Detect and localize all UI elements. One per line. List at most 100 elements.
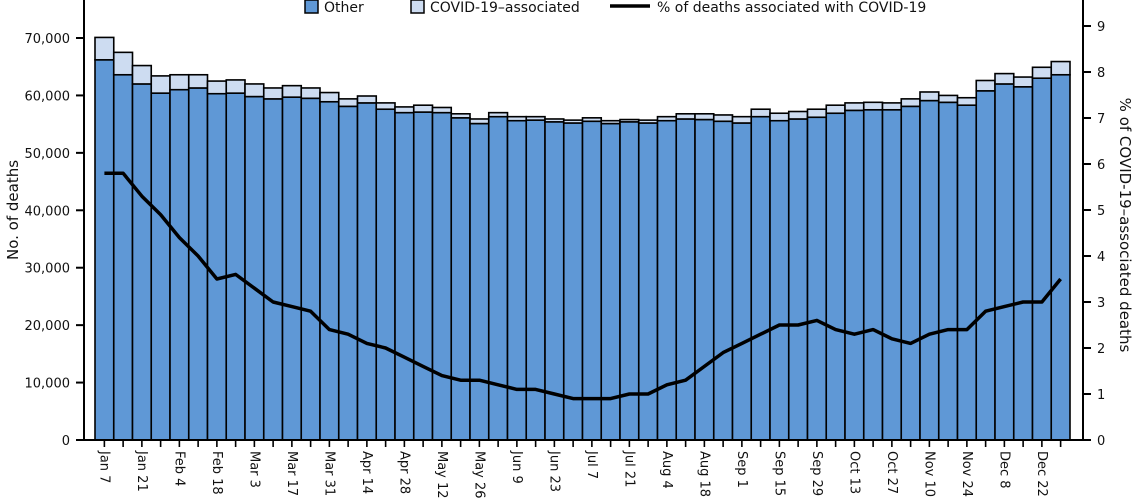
bar-covid — [900, 98, 921, 108]
x-tick-label: Feb 18 — [209, 451, 224, 495]
bar-other — [919, 99, 940, 441]
y-tick-label: 30,000 — [25, 262, 71, 277]
bar-covid — [637, 119, 659, 124]
y2-tick-label: 4 — [1097, 250, 1105, 265]
x-tick-label: Jan 7 — [96, 450, 111, 483]
bar-other — [225, 92, 246, 441]
x-tick-label: Oct 27 — [884, 451, 899, 494]
bar-covid — [187, 73, 209, 89]
y-tick-label: 70,000 — [25, 32, 71, 47]
x-tick-label: May 12 — [434, 451, 449, 499]
bar-other — [94, 59, 115, 441]
bar-other — [900, 105, 921, 441]
bar-covid — [394, 106, 415, 114]
bar-covid — [825, 104, 846, 115]
bar-other — [262, 98, 284, 441]
legend: Other COVID-19–associated % of deaths as… — [304, 0, 926, 16]
bar-covid — [544, 118, 565, 123]
y2-tick-label: 8 — [1097, 66, 1105, 81]
x-tick-label: Jun 23 — [546, 450, 561, 492]
bar-other — [131, 83, 153, 441]
bar-covid — [656, 115, 678, 122]
legend-label-other: Other — [324, 0, 364, 16]
bar-covid — [919, 91, 940, 102]
y-tick-label: 40,000 — [25, 204, 71, 219]
x-tick-label: May 26 — [471, 451, 486, 499]
bar-other — [1031, 77, 1053, 441]
y-tick-label: 20,000 — [25, 319, 71, 334]
bar-covid — [244, 83, 265, 98]
bar-other — [750, 115, 771, 441]
x-tick-label: Jul 7 — [584, 450, 599, 479]
y2-tick-label: 3 — [1097, 296, 1105, 311]
bar-covid — [469, 118, 490, 125]
bar-other — [994, 83, 1015, 441]
bar-other — [581, 120, 603, 441]
bar-other — [675, 118, 696, 441]
bar-covid — [431, 106, 453, 114]
y2-tick-label: 5 — [1097, 204, 1105, 219]
bar-covid — [769, 112, 790, 122]
bar-covid — [675, 113, 696, 120]
bar-other — [319, 100, 340, 441]
bar-other — [825, 112, 846, 441]
bar-other — [806, 116, 828, 441]
x-tick-label: Jan 21 — [134, 450, 149, 492]
bar-other — [206, 92, 228, 441]
x-tick-label: Dec 8 — [996, 451, 1011, 489]
bar-covid — [319, 91, 340, 103]
bar-covid — [844, 102, 865, 112]
bar-covid — [131, 64, 153, 85]
bar-other — [450, 117, 471, 441]
y2-tick-label: 1 — [1097, 388, 1105, 403]
bar-other — [244, 95, 265, 441]
bar-covid — [694, 113, 715, 121]
bar-covid — [994, 72, 1015, 85]
bar-covid — [787, 110, 809, 120]
bar-other — [656, 119, 678, 441]
bar-other — [356, 102, 378, 441]
legend-label-covid: COVID-19–associated — [430, 0, 580, 16]
bar-other — [937, 101, 959, 441]
bar-other — [712, 120, 734, 441]
bar-covid — [1012, 76, 1034, 88]
x-tick-label: Oct 13 — [846, 451, 861, 494]
bar-other — [112, 73, 134, 441]
bar-covid — [975, 79, 996, 92]
x-tick-label: Mar 31 — [321, 451, 336, 496]
bar-other — [881, 108, 903, 441]
y-tick-label: 10,000 — [25, 377, 71, 392]
bar-covid — [712, 114, 734, 123]
bar-covid — [150, 75, 171, 94]
bar-covid — [337, 98, 359, 108]
y2-tick-label: 7 — [1097, 112, 1105, 127]
bar-covid — [112, 51, 134, 76]
bar-other — [694, 118, 715, 441]
x-tick-label: Nov 24 — [959, 451, 974, 497]
bar-other — [300, 97, 321, 441]
bar-covid — [94, 36, 115, 61]
bar-covid — [956, 96, 978, 106]
bar-covid — [937, 94, 959, 104]
bar-other — [394, 111, 415, 441]
x-tick-label: Apr 28 — [396, 451, 411, 494]
bar-other — [956, 104, 978, 441]
bar-covid — [600, 119, 621, 125]
bar-covid — [562, 119, 584, 124]
bar-other — [506, 119, 528, 441]
x-tick-label: Mar 17 — [284, 451, 299, 496]
bar-covid — [450, 113, 471, 119]
legend-swatch-covid — [410, 0, 425, 14]
y-tick-label: 0 — [62, 434, 70, 449]
bar-other — [337, 105, 359, 441]
bar-covid — [1050, 60, 1071, 76]
x-tick-label: Mar 3 — [246, 451, 261, 488]
bar-other — [787, 118, 809, 441]
bar-other — [862, 108, 884, 441]
bar-other — [600, 122, 621, 441]
bar-covid — [525, 115, 546, 121]
bar-other — [769, 119, 790, 441]
bar-covid — [281, 84, 303, 98]
y-axis-title: No. of deaths — [4, 160, 22, 260]
bar-covid — [487, 111, 509, 118]
